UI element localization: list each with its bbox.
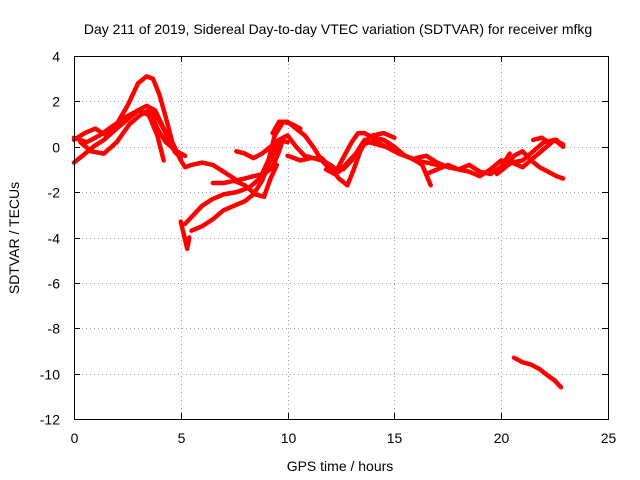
series-track-9 (210, 135, 286, 186)
series-track-18 (413, 151, 512, 177)
y-tick-label: -2 (48, 185, 61, 201)
series-track-22 (530, 135, 559, 145)
series-track-6 (178, 219, 192, 252)
y-tick-label: -8 (48, 321, 61, 337)
y-tick-label: -6 (48, 276, 61, 292)
series-track-16 (370, 137, 433, 188)
series-track-3 (78, 108, 184, 161)
y-tick-label: 4 (52, 49, 60, 65)
series-track-4 (148, 110, 188, 159)
y-tick-label: 0 (52, 140, 60, 156)
y-tick-label: -12 (40, 412, 60, 428)
x-tick-label: 10 (281, 430, 297, 446)
x-tick-label: 5 (178, 430, 186, 446)
x-tick-label: 20 (494, 430, 510, 446)
x-tick-label: 15 (387, 430, 403, 446)
series-track-11 (234, 137, 290, 161)
y-axis-label: SDTVAR / TECUs (6, 182, 22, 294)
series-track-5 (71, 108, 166, 163)
y-tick-label: -10 (40, 367, 60, 383)
y-tick-label: 2 (52, 94, 60, 110)
series-track-10 (231, 162, 280, 199)
chart-title: Day 211 of 2019, Sidereal Day-to-day VTE… (84, 21, 592, 37)
x-tick-label: 25 (601, 430, 617, 446)
data-series (71, 74, 566, 390)
x-axis-label: GPS time / hours (287, 458, 394, 474)
y-tick-label: -4 (48, 231, 61, 247)
x-tick-label: 0 (71, 430, 79, 446)
grid (74, 56, 608, 419)
series-track-23 (511, 355, 564, 390)
